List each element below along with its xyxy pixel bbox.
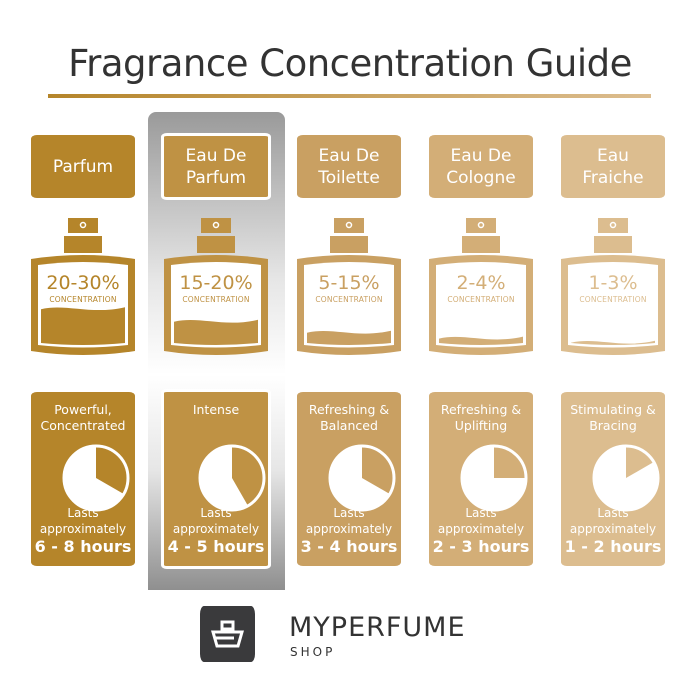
logo-mark bbox=[200, 606, 255, 662]
page-title: Fragrance Concentration Guide bbox=[68, 42, 632, 85]
clock-pie-icon bbox=[592, 444, 660, 512]
longevity-card: Refreshing & Uplifting Lasts approximatel… bbox=[429, 392, 533, 566]
lasts-label: Lasts approximately bbox=[437, 506, 525, 536]
liquid-level bbox=[174, 319, 258, 345]
bottle-icon bbox=[561, 218, 665, 355]
longevity-card: Stimulating & Bracing Lasts approximately… bbox=[561, 392, 665, 566]
duration-hours: 4 - 5 hours bbox=[167, 537, 265, 556]
concentration-percent: 20-30% bbox=[46, 272, 120, 294]
duration-hours: 3 - 4 hours bbox=[300, 537, 398, 556]
clock-pie-icon bbox=[460, 444, 528, 512]
longevity-card: Intense Lasts approximately 4 - 5 hours bbox=[161, 389, 271, 569]
concentration-percent: 5-15% bbox=[318, 272, 380, 294]
type-header: Eau De Parfum bbox=[161, 133, 271, 200]
concentration-label: CONCENTRATION bbox=[315, 295, 383, 304]
bottle-icon bbox=[297, 218, 401, 355]
pie-white-segment bbox=[64, 446, 124, 510]
lasts-label: Lasts approximately bbox=[305, 506, 393, 536]
clock-pie-icon bbox=[198, 444, 266, 512]
pie-white-segment bbox=[594, 446, 658, 510]
character-description: Intense bbox=[192, 402, 240, 417]
concentration-label: CONCENTRATION bbox=[447, 295, 515, 304]
brand-name: MYPERFUME bbox=[289, 612, 466, 643]
type-header: Eau De Cologne bbox=[429, 135, 533, 198]
clock-pie-icon bbox=[62, 444, 130, 512]
duration-hours: 6 - 8 hours bbox=[34, 537, 132, 556]
duration-hours: 2 - 3 hours bbox=[432, 537, 530, 556]
title-underline bbox=[48, 94, 651, 98]
pie-white-segment bbox=[330, 446, 390, 510]
type-header: Eau Fraiche bbox=[561, 135, 665, 198]
character-description: Stimulating & Bracing bbox=[570, 402, 656, 433]
liquid-level bbox=[41, 307, 125, 345]
longevity-card: Refreshing & Balanced Lasts approximately… bbox=[297, 392, 401, 566]
character-description: Refreshing & Uplifting bbox=[440, 402, 522, 433]
type-header: Parfum bbox=[31, 135, 135, 198]
longevity-card: Powerful, Concentrated Lasts approximatel… bbox=[31, 392, 135, 566]
concentration-percent: 15-20% bbox=[179, 272, 253, 294]
liquid-level bbox=[439, 336, 523, 345]
lasts-label: Lasts approximately bbox=[39, 506, 127, 536]
bottle-icon bbox=[31, 218, 135, 355]
liquid-level bbox=[307, 330, 391, 345]
brand-sub: SHOP bbox=[290, 645, 336, 659]
character-description: Refreshing & Balanced bbox=[308, 402, 390, 433]
bottle-icon bbox=[429, 218, 533, 355]
concentration-label: CONCENTRATION bbox=[579, 295, 647, 304]
type-header: Eau De Toilette bbox=[297, 135, 401, 198]
concentration-label: CONCENTRATION bbox=[49, 295, 117, 304]
concentration-label: CONCENTRATION bbox=[182, 295, 250, 304]
clock-pie-icon bbox=[328, 444, 396, 512]
perfume-bottle-logo-icon bbox=[211, 620, 244, 648]
lasts-label: Lasts approximately bbox=[569, 506, 657, 536]
pie-white-segment bbox=[462, 446, 526, 510]
lasts-label: Lasts approximately bbox=[172, 506, 260, 536]
bottle-icon bbox=[164, 218, 268, 355]
pie-white-segment bbox=[200, 446, 248, 510]
concentration-percent: 1-3% bbox=[588, 272, 638, 294]
character-description: Powerful, Concentrated bbox=[40, 402, 126, 433]
liquid-level bbox=[571, 340, 655, 345]
concentration-percent: 2-4% bbox=[456, 272, 506, 294]
duration-hours: 1 - 2 hours bbox=[564, 537, 662, 556]
